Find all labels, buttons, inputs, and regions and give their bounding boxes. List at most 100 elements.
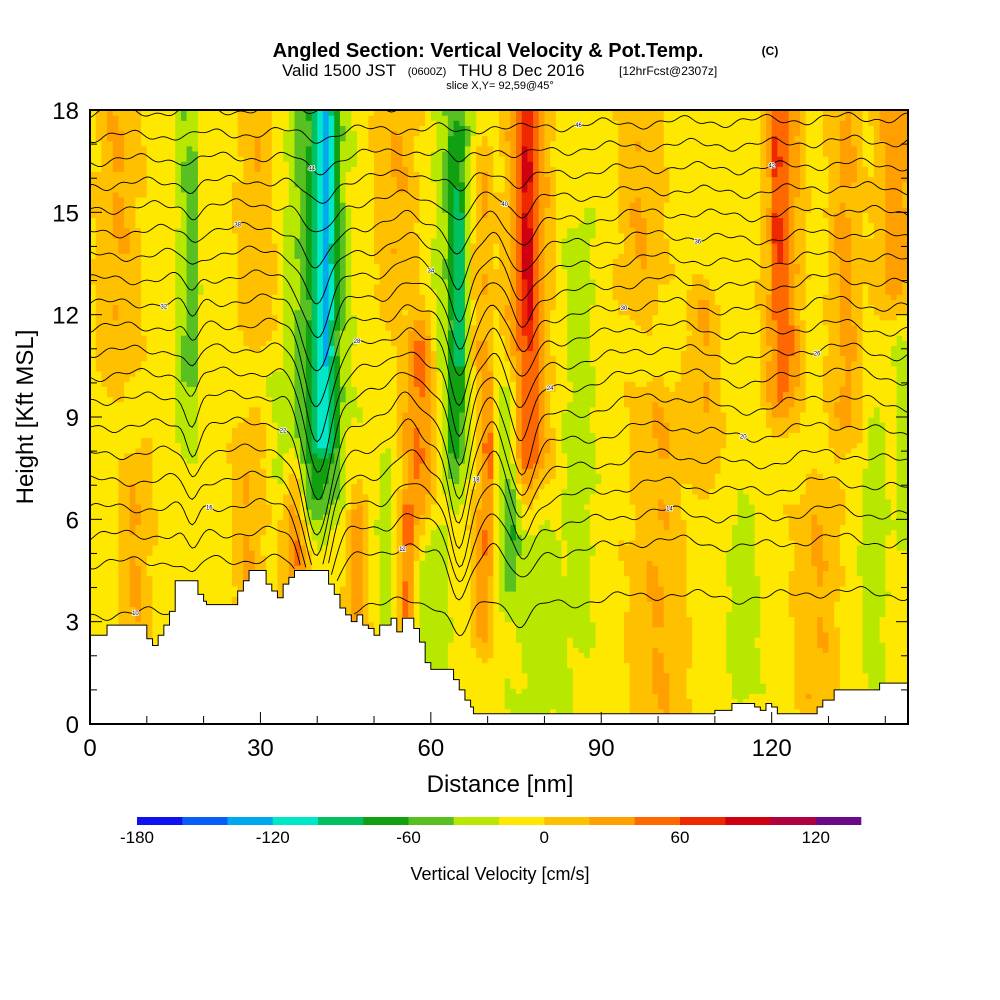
field-cell (521, 529, 528, 674)
field-cell (118, 253, 125, 403)
field-cell (504, 140, 511, 306)
field-cell (419, 125, 426, 295)
colorbar (137, 817, 862, 825)
field-cell (788, 432, 795, 505)
field-cell (612, 110, 619, 121)
field-cell (260, 110, 267, 346)
isentrope-line (90, 157, 908, 204)
axis-ticks (90, 143, 908, 724)
field-cell (413, 427, 421, 479)
field-cell (771, 243, 778, 321)
field-cell (777, 437, 784, 724)
y-tick-labels: 0 3 6 9 12 15 18 (52, 98, 79, 739)
field-cell (339, 386, 347, 403)
field-cell (845, 217, 852, 428)
field-cell (845, 186, 852, 219)
field-cell (510, 355, 517, 382)
field-cell (112, 171, 119, 193)
colorbar-segment (318, 817, 364, 825)
field-cell (436, 524, 443, 720)
field-cell (521, 278, 528, 336)
field-cell (663, 457, 671, 505)
field-cell (464, 110, 472, 126)
field-cell (726, 611, 733, 674)
field-cell (839, 585, 847, 724)
field-cell (817, 616, 824, 648)
field-cell (243, 503, 250, 536)
field-cell (135, 196, 142, 229)
field-cell (368, 115, 375, 152)
field-cell (635, 324, 642, 387)
field-cell (493, 243, 500, 270)
field-cell (283, 452, 290, 495)
field-cell (481, 642, 489, 664)
field-cell (232, 585, 239, 597)
field-cell (442, 115, 449, 152)
field-cell (703, 345, 710, 382)
field-cell (356, 406, 364, 423)
field-cell (419, 319, 426, 341)
field-cell (839, 427, 847, 459)
field-cell (663, 503, 671, 531)
field-cell (135, 227, 142, 372)
field-cell (481, 555, 489, 643)
field-cell (180, 191, 188, 336)
field-cell (430, 150, 438, 183)
field-cell (317, 110, 324, 449)
field-cell (266, 340, 273, 377)
field-cell (419, 340, 426, 398)
field-cell (499, 335, 506, 387)
y-tick-label: 15 (52, 200, 79, 227)
field-cell (232, 232, 239, 428)
field-cell (487, 657, 494, 724)
x-tick-label: 90 (588, 735, 615, 762)
field-cell (499, 386, 506, 613)
field-cell (623, 575, 631, 613)
field-cell (834, 417, 841, 464)
field-cell (623, 314, 631, 382)
field-cell (322, 457, 330, 485)
field-cell (413, 340, 421, 387)
field-cell (680, 483, 688, 520)
field-cell (851, 145, 858, 183)
field-cell (311, 519, 318, 541)
field-cell (249, 350, 256, 408)
field-cell (271, 314, 279, 331)
field-cell (402, 503, 409, 546)
field-cell (765, 176, 773, 208)
field-cell (442, 258, 449, 280)
field-cell (896, 550, 903, 724)
field-cell (271, 370, 279, 423)
field-cell (851, 110, 858, 147)
field-cell (317, 447, 324, 459)
field-cell (873, 406, 881, 694)
field-cell (294, 309, 301, 439)
field-cell (470, 488, 477, 648)
field-cell (413, 171, 421, 224)
field-cell (663, 237, 671, 285)
field-cell (288, 503, 296, 597)
field-cell (885, 294, 892, 321)
field-cell (737, 488, 744, 705)
field-cell (663, 202, 671, 239)
isentrope-line (90, 134, 908, 176)
field-cell (391, 130, 398, 178)
field-cell (180, 381, 188, 459)
field-cell (658, 626, 665, 653)
field-cell (544, 176, 551, 208)
field-cell (601, 110, 608, 724)
field-cell (720, 411, 727, 449)
isentrope-line (90, 204, 908, 269)
valid-time-prefix: Valid 1500 JST (282, 61, 396, 80)
field-cell (856, 575, 864, 724)
field-cell (305, 145, 313, 300)
field-cell (288, 110, 296, 449)
field-cell (714, 473, 722, 724)
field-cell (572, 110, 580, 229)
field-cell (754, 309, 761, 577)
field-cell (771, 417, 778, 439)
field-cell (879, 140, 886, 321)
valid-date: THU 8 Dec 2016 (458, 61, 585, 80)
field-cell (481, 340, 489, 444)
